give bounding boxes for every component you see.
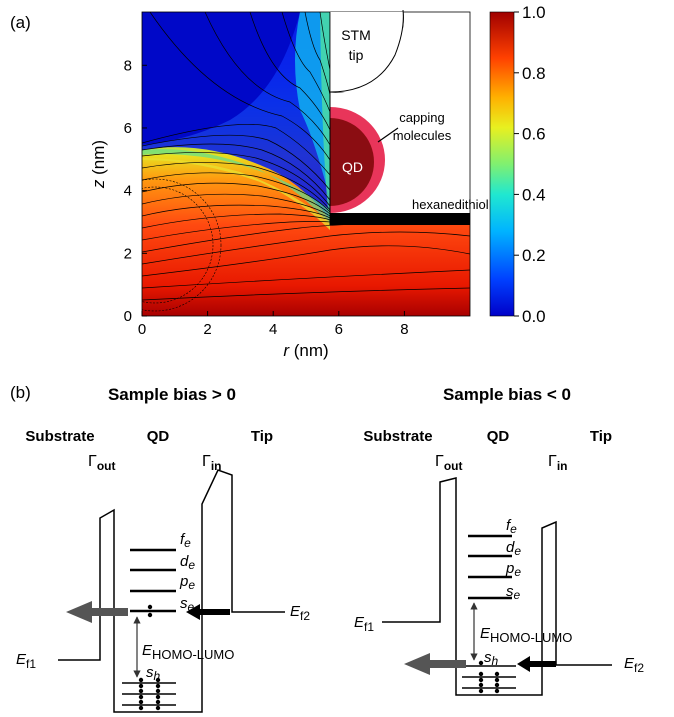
capping-label: capping [399, 110, 445, 125]
colorbar-tick-label: 0.6 [522, 125, 546, 144]
gamma-out: Γout [88, 453, 115, 473]
gap-label-2: EHOMO-LUMO [480, 625, 572, 645]
stm-label: STM [341, 27, 371, 43]
qd-label: QD [342, 159, 363, 175]
qd-column-label-2: QD [487, 428, 510, 445]
substrate-label: Substrate [25, 428, 94, 445]
y-tick-label: 6 [124, 120, 132, 137]
y-axis: 0 2 4 6 8 [124, 57, 147, 325]
colorbar-tick-label: 0.4 [522, 185, 546, 204]
x-axis-label: r (nm) [283, 341, 328, 360]
colorbar-tick-label: 0.0 [522, 307, 546, 326]
level-de-2: de [506, 539, 521, 558]
band-profile-2 [382, 477, 612, 696]
gamma-in: Γin [202, 453, 221, 473]
molecules-label: molecules [393, 128, 452, 143]
colorbar-tick-label: 0.2 [522, 246, 546, 265]
level-de: de [180, 553, 195, 572]
ef2-label-2: Ef2 [624, 655, 644, 675]
level-fe: fe [180, 531, 191, 550]
y-tick-label: 8 [124, 57, 132, 74]
x-tick-label: 8 [400, 321, 408, 338]
diagram-negative-bias: Sample bias < 0 Substrate QD Tip Γout Γi… [354, 385, 644, 696]
x-tick-label: 4 [269, 321, 277, 338]
level-se-2: se [506, 583, 521, 602]
qd-core [330, 118, 374, 206]
gap-label: EHOMO-LUMO [142, 642, 234, 662]
electron-in-arrow [186, 604, 230, 620]
tip-column-label-2: Tip [590, 428, 612, 445]
colorbar-tick-label: 1.0 [522, 3, 546, 22]
band-profile [58, 469, 285, 713]
level-fe-2: fe [506, 517, 517, 536]
level-pe: pe [179, 573, 195, 592]
potential-map [142, 12, 470, 316]
x-tick-label: 2 [203, 321, 211, 338]
electron-out-arrow [66, 601, 128, 623]
ef1-label-2: Ef1 [354, 614, 374, 634]
hexanedithiol-label: hexanedithiol [412, 197, 489, 212]
gamma-out-2: Γout [435, 453, 462, 473]
hexanedithiol-bar [330, 213, 470, 225]
capping-pointer [377, 127, 399, 143]
x-tick-label: 0 [138, 321, 146, 338]
tip-column-label: Tip [251, 428, 273, 445]
level-sh-2: sh [484, 649, 499, 668]
panel-a-label: (a) [10, 13, 31, 32]
hole-in-arrow [517, 656, 556, 672]
y-tick-label: 2 [124, 245, 132, 262]
x-tick-label: 6 [335, 321, 343, 338]
qd-column-label: QD [147, 428, 170, 445]
y-tick-label: 4 [124, 183, 132, 200]
y-axis-label: z (nm) [89, 140, 108, 189]
level-se: se [180, 595, 195, 614]
colorbar-tick-label: 0.8 [522, 64, 546, 83]
ef1-label: Ef1 [16, 651, 36, 671]
substrate-label-2: Substrate [363, 428, 432, 445]
colorbar [489, 11, 515, 317]
ef2-label: Ef2 [290, 603, 310, 623]
title-positive: Sample bias > 0 [108, 385, 236, 404]
level-pe-2: pe [505, 560, 521, 579]
plot-frame [141, 11, 471, 317]
colorbar-ticks: 1.0 0.8 0.6 0.4 0.2 0.0 [514, 3, 546, 326]
diagram-positive-bias: Sample bias > 0 Substrate QD Tip Γout Γi… [16, 385, 310, 713]
tip-label: tip [349, 47, 364, 63]
gamma-in-2: Γin [548, 453, 567, 473]
level-sh: sh [146, 664, 161, 683]
hole-out-arrow [404, 653, 466, 675]
x-axis: 0 2 4 6 8 [138, 311, 409, 338]
title-negative: Sample bias < 0 [443, 385, 571, 404]
y-tick-label: 0 [124, 308, 132, 325]
panel-b-label: (b) [10, 383, 31, 402]
